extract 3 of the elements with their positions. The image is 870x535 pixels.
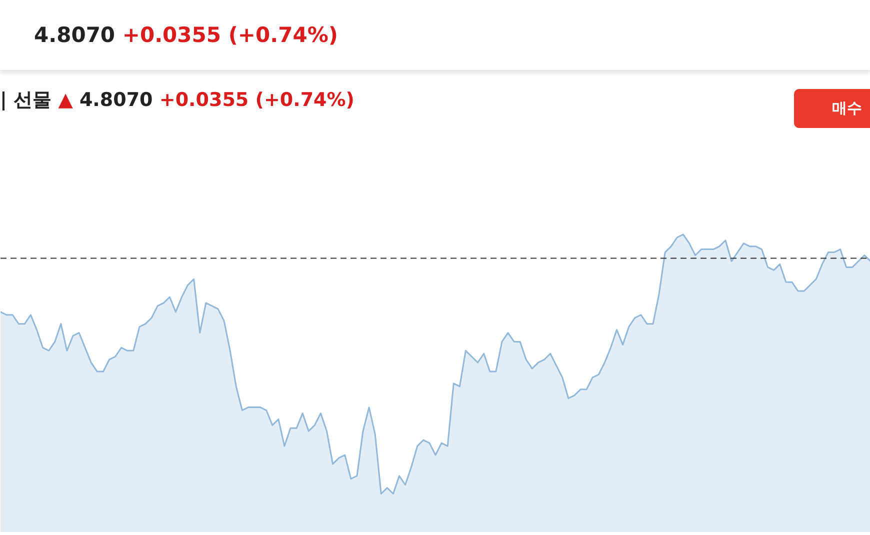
chart-subtitle: | 선물 ▲ 4.8070 +0.0355 (+0.74%)	[0, 89, 354, 111]
text: 매수	[794, 89, 870, 128]
chart-title: 4.8070 +0.0355 (+0.74%)	[34, 23, 338, 47]
